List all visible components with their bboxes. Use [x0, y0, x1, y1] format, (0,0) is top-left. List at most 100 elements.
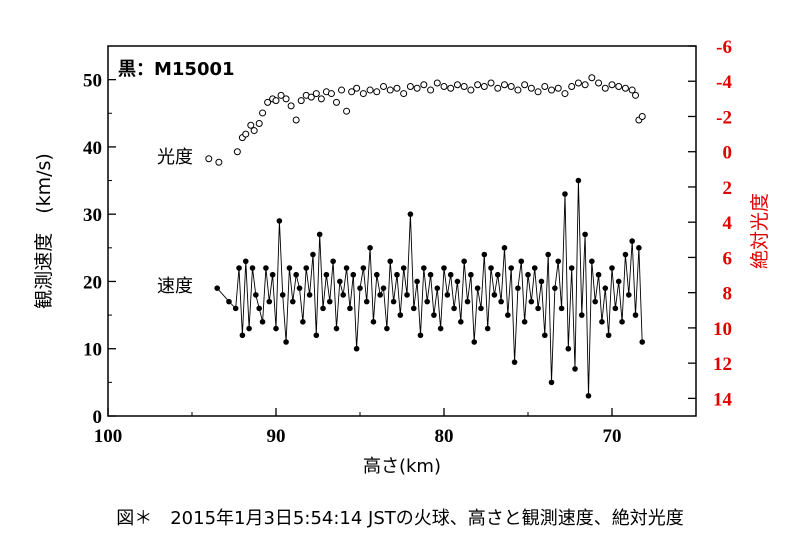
speed-point: [518, 258, 525, 265]
speed-point: [528, 298, 535, 305]
magnitude-point: [480, 83, 488, 91]
speed-point: [357, 285, 363, 291]
speed-point: [565, 345, 572, 352]
speed-point: [404, 292, 410, 298]
speed-point: [494, 271, 501, 278]
speed-point: [350, 271, 357, 278]
magnitude-point: [233, 148, 241, 156]
speed-point: [629, 238, 635, 244]
speed-point: [360, 265, 367, 271]
speed-point: [242, 258, 249, 265]
y-tick-label: 0: [93, 407, 103, 428]
magnitude-point: [400, 90, 408, 98]
y-tick-label: 40: [83, 138, 102, 159]
legend-note: 黒：M15001: [118, 59, 235, 80]
magnitude-point: [393, 84, 401, 92]
magnitude-point: [259, 109, 267, 117]
speed-point: [249, 265, 256, 271]
magnitude-point: [568, 83, 576, 91]
speed-point: [232, 305, 239, 312]
speed-point: [269, 271, 276, 278]
x-axis-ticks: 100 90 80 70: [94, 408, 622, 447]
speed-point: [552, 285, 558, 291]
y-axis-ticks: 0 10 20 30 40 50: [83, 45, 116, 428]
magnitude-point: [264, 98, 272, 106]
speed-point: [303, 265, 310, 271]
speed-point: [330, 258, 336, 265]
magnitude-point: [534, 88, 542, 96]
speed-point: [293, 271, 299, 278]
speed-point: [441, 265, 447, 271]
speed-point: [394, 271, 400, 278]
speed-point: [310, 251, 316, 258]
speed-point: [619, 319, 625, 325]
y-right-tick-label: 12: [713, 354, 732, 375]
magnitude-point: [500, 81, 508, 89]
speed-point: [434, 285, 441, 291]
speed-point: [444, 292, 451, 298]
speed-point: [226, 298, 232, 305]
speed-point: [290, 298, 296, 305]
speed-point: [451, 305, 457, 312]
magnitude-point: [440, 83, 448, 91]
magnitude-point: [494, 84, 502, 92]
magnitude-point: [521, 81, 529, 89]
speed-point: [511, 359, 518, 365]
speed-point: [488, 265, 494, 271]
speed-point: [253, 292, 259, 298]
magnitude-point: [348, 88, 356, 96]
speed-point: [374, 271, 380, 278]
y-right-tick-label: -2: [716, 107, 732, 128]
speed-point: [592, 298, 598, 305]
magnitude-point: [628, 86, 636, 94]
speed-point: [390, 298, 397, 305]
speed-point: [263, 265, 269, 271]
speed-point: [468, 271, 474, 278]
speed-point: [214, 285, 220, 291]
speed-point: [367, 245, 373, 251]
speed-point: [273, 325, 279, 332]
x-tick-label: 80: [435, 426, 454, 447]
speed-point: [259, 319, 266, 325]
speed-point: [585, 393, 592, 399]
speed-point: [313, 332, 320, 339]
magnitude-point: [514, 86, 522, 94]
speed-point: [296, 285, 303, 291]
speed-point: [353, 345, 360, 352]
magnitude-point: [615, 83, 623, 91]
y-axis-title: 観測速度 (km/s): [33, 153, 55, 309]
speed-point: [377, 292, 383, 298]
speed-point: [602, 285, 609, 291]
speed-point: [558, 305, 565, 312]
speed-point: [437, 325, 444, 332]
y-right-tick-label: 8: [723, 284, 733, 305]
speed-point: [380, 285, 387, 291]
magnitude-point: [595, 79, 603, 87]
magnitude-point: [447, 84, 455, 92]
speed-point: [326, 298, 333, 305]
magnitude-point: [621, 84, 629, 92]
speed-point: [538, 278, 545, 285]
speed-label: 速度: [157, 276, 193, 297]
x-tick-label: 70: [603, 426, 622, 447]
magnitude-point: [406, 83, 414, 91]
y-right-tick-label: 0: [723, 143, 733, 164]
magnitude-point: [507, 83, 515, 91]
speed-point: [582, 231, 588, 238]
speed-point: [279, 292, 286, 298]
speed-point: [595, 271, 602, 278]
magnitude-point: [292, 116, 300, 124]
speed-point: [599, 319, 605, 325]
magnitude-point: [453, 81, 461, 89]
speed-point: [612, 305, 619, 312]
speed-point: [478, 305, 484, 312]
magnitude-point: [608, 81, 616, 89]
speed-point: [431, 312, 437, 318]
magnitude-point: [277, 91, 285, 99]
magnitude-point: [353, 84, 361, 92]
speed-point: [615, 278, 622, 285]
magnitude-point: [548, 86, 556, 94]
y-tick-label: 10: [83, 340, 102, 361]
y-right-tick-label: 4: [723, 213, 733, 234]
